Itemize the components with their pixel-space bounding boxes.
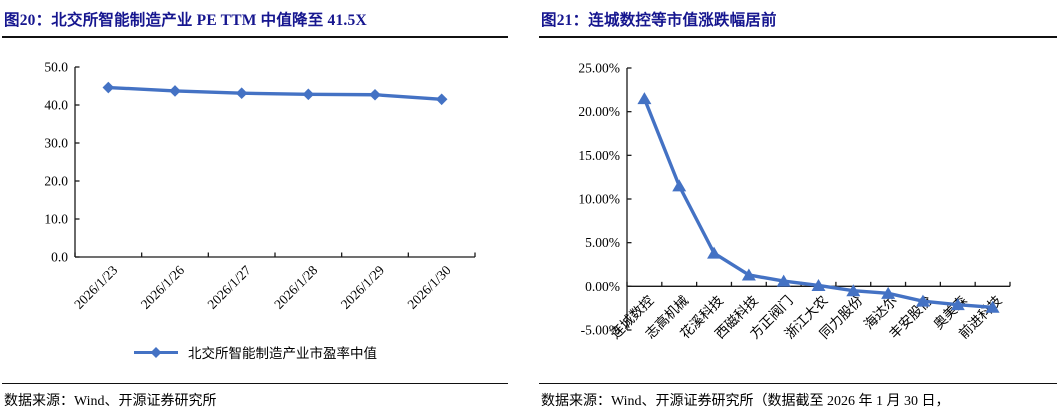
market-cap-change-line-chart: -5.00% 0.00% 5.00% 10.00% 15.00% 20.00% 25.00%… (578, 61, 1011, 342)
svg-text:2026/1/26: 2026/1/26 (138, 262, 187, 311)
svg-text:50.0: 50.0 (44, 60, 68, 75)
svg-text:2026/1/28: 2026/1/28 (271, 262, 320, 311)
svg-text:2026/1/23: 2026/1/23 (71, 262, 120, 311)
legend-line-diamond-icon (133, 346, 179, 359)
svg-text:2026/1/30: 2026/1/30 (404, 262, 453, 311)
figure-20-title: 图20：北交所智能制造产业 PE TTM 中值降至 41.5X (2, 6, 508, 38)
svg-text:15.00%: 15.00% (578, 148, 620, 163)
svg-text:0.0: 0.0 (51, 250, 68, 265)
svg-text:30.0: 30.0 (44, 136, 68, 151)
svg-text:20.0: 20.0 (44, 174, 68, 189)
pe-ttm-line-chart: 0.0 10.0 20.0 30.0 40.0 50.0 2026/1/23 2026/1/2… (44, 60, 476, 312)
figure-20-legend: 北交所智能制造产业市盈率中值 (2, 342, 508, 362)
svg-text:-5.00%: -5.00% (581, 323, 620, 338)
figure-20-legend-label: 北交所智能制造产业市盈率中值 (188, 346, 377, 361)
svg-text:2026/1/27: 2026/1/27 (204, 262, 253, 311)
figure-20-source: 数据来源：Wind、开源证券研究所 (2, 383, 508, 410)
svg-text:0.00%: 0.00% (585, 279, 620, 294)
figure-20-panel: 图20：北交所智能制造产业 PE TTM 中值降至 41.5X 0.0 10.0 2… (2, 6, 508, 410)
figure-21-panel: 图21：连城数控等市值涨跌幅居前 -5.00% 0.00% 5.00% 10.00% 1… (539, 6, 1057, 410)
svg-text:40.0: 40.0 (44, 98, 68, 113)
svg-text:10.00%: 10.00% (578, 192, 620, 207)
figure-21-title: 图21：连城数控等市值涨跌幅居前 (539, 6, 1057, 38)
svg-text:5.00%: 5.00% (585, 235, 620, 250)
svg-text:10.0: 10.0 (44, 212, 68, 227)
svg-text:20.00%: 20.00% (578, 104, 620, 119)
svg-text:25.00%: 25.00% (578, 61, 620, 76)
figure-21-source: 数据来源：Wind、开源证券研究所（数据截至 2026 年 1 月 30 日， (539, 383, 1057, 410)
svg-text:2026/1/29: 2026/1/29 (338, 262, 387, 311)
